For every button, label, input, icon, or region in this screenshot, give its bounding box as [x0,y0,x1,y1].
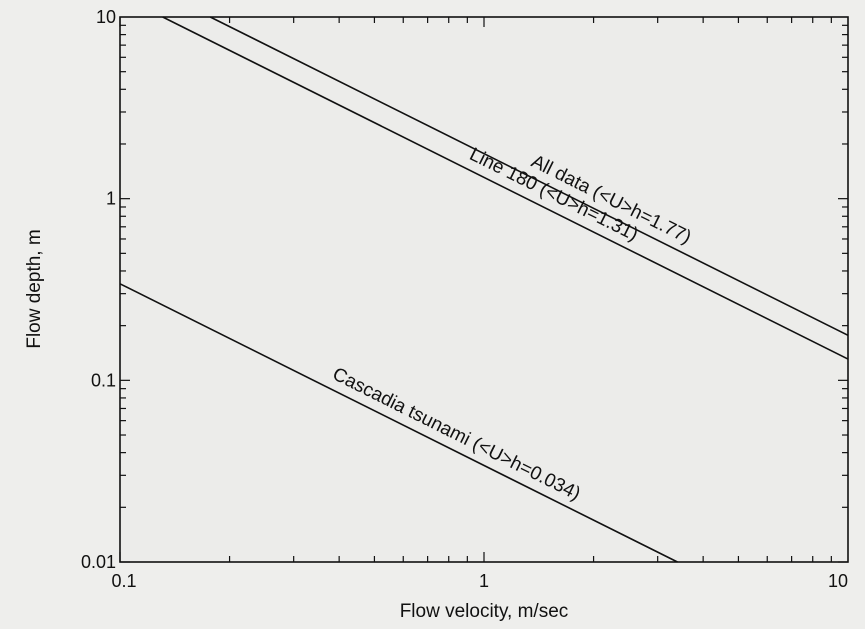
y-tick-label: 0.01 [81,552,116,572]
x-tick-label: 0.1 [111,571,136,591]
x-tick-label: 1 [479,571,489,591]
x-axis-label: Flow velocity, m/sec [400,601,569,622]
series-line [209,16,849,337]
y-tick-label: 1 [106,189,116,209]
x-tick-label: 10 [828,571,848,591]
plot-area [119,16,849,563]
axis-ticks [119,17,848,563]
y-axis-label: Flow depth, m [24,229,45,348]
series-line [119,283,678,563]
series-lines [119,16,849,563]
y-tick-label: 10 [96,7,116,27]
y-tick-label: 0.1 [91,370,116,390]
series-line [162,16,849,360]
